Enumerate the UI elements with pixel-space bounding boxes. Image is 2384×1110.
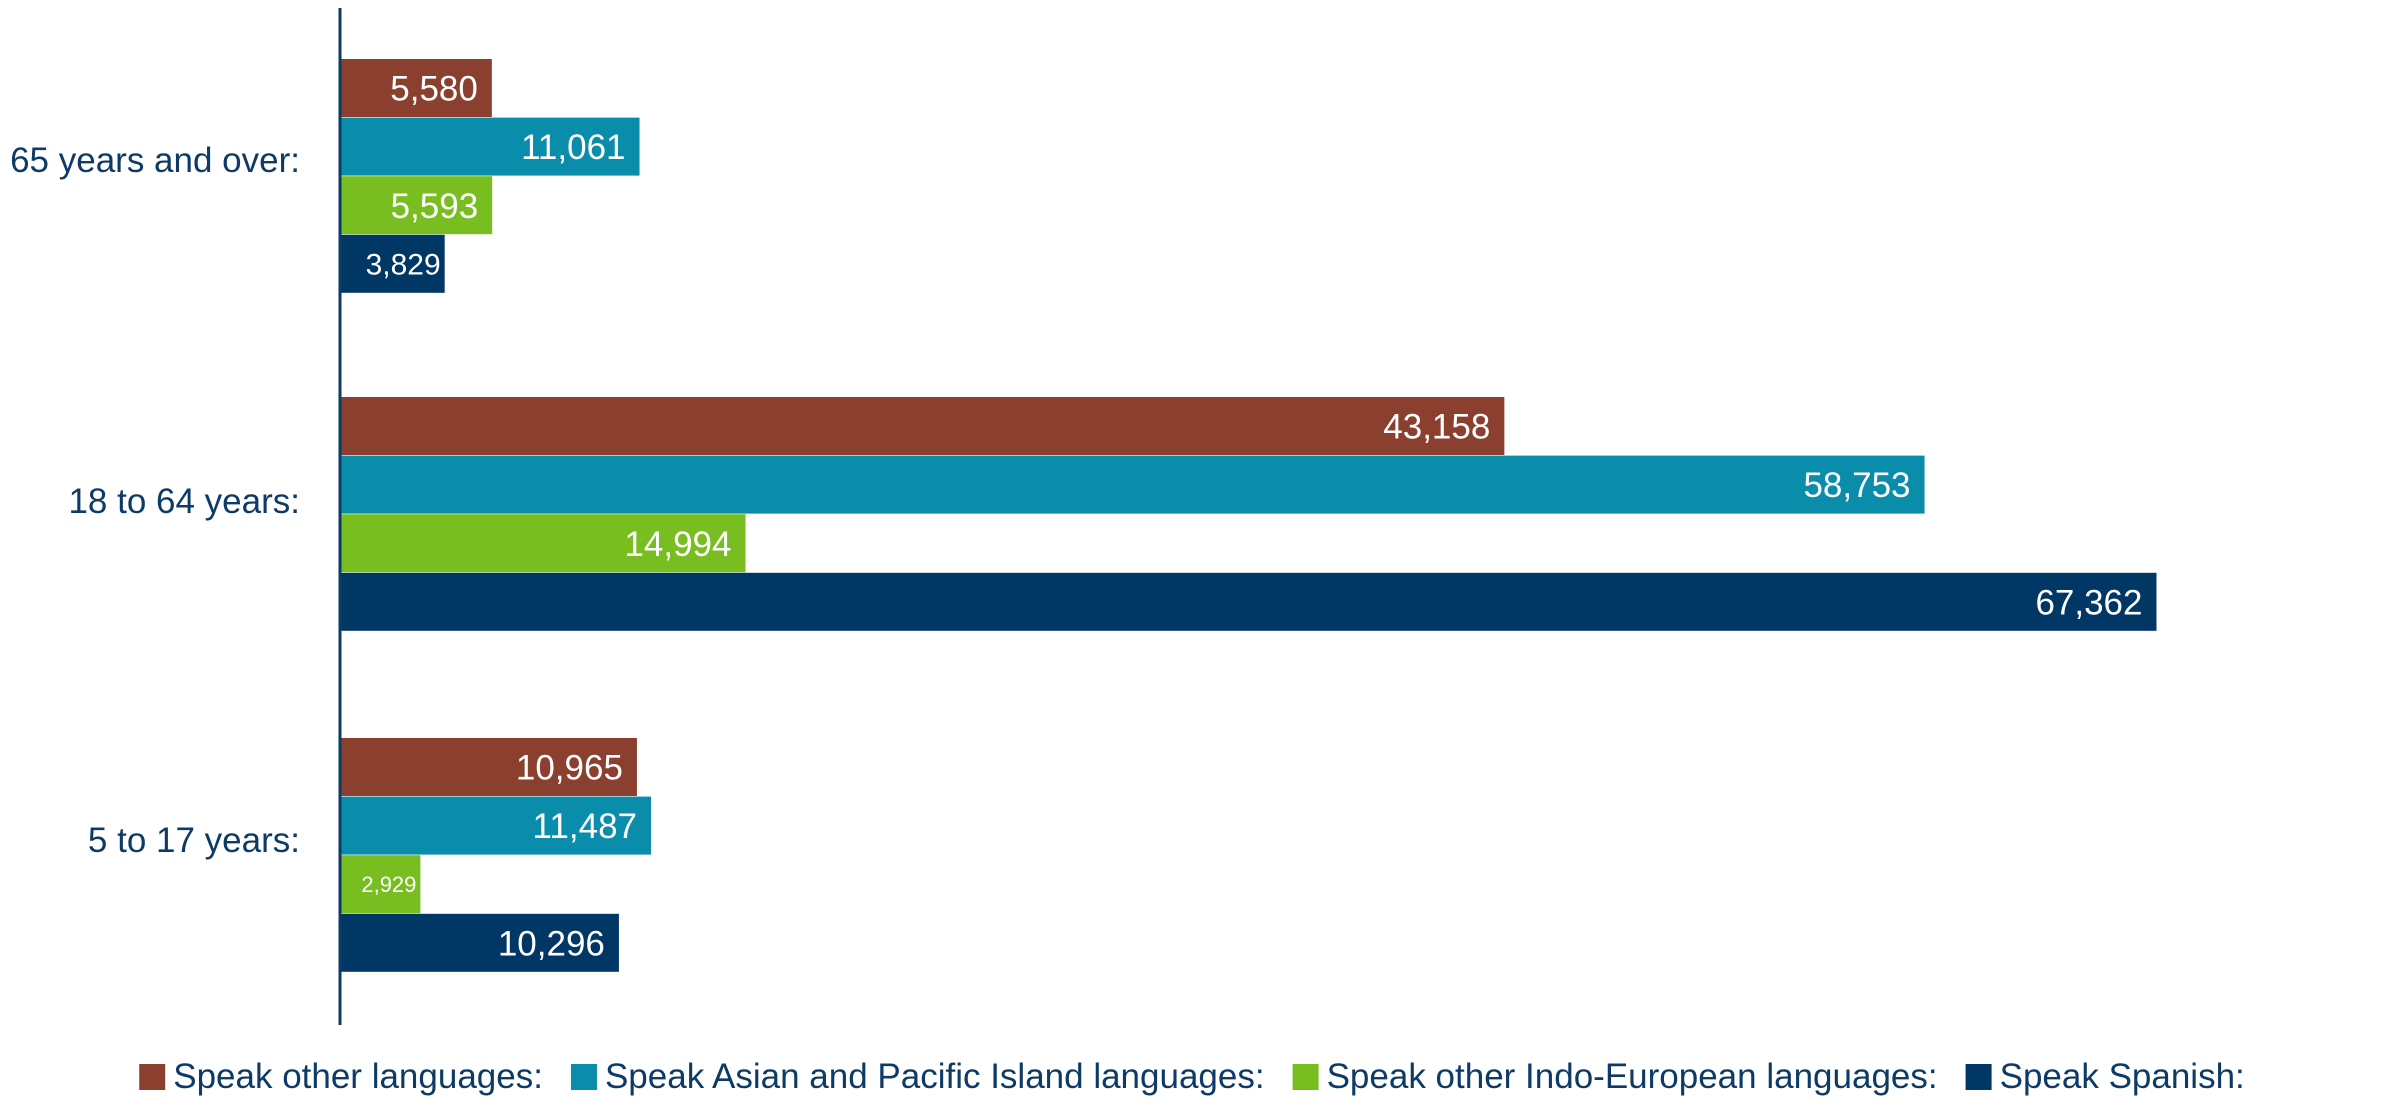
bar-2-4 [341, 572, 2157, 631]
legend-item: Speak other Indo-European languages: [1292, 1057, 1938, 1096]
bar-value-label: 5,593 [391, 187, 479, 226]
legend-swatch [1292, 1064, 1319, 1090]
bar-value-label: 43,158 [1383, 408, 1490, 447]
category-label: 65 years and over: [10, 141, 300, 180]
bar-1-1 [341, 59, 492, 117]
bar-2-3 [341, 514, 746, 573]
bar-value-label: 3,829 [366, 249, 441, 282]
bar-value-label: 2,929 [361, 872, 416, 897]
legend-swatch [139, 1064, 166, 1090]
bar-value-label: 58,753 [1803, 466, 1910, 505]
bar-value-label: 10,296 [498, 924, 605, 963]
bar-3-4 [341, 913, 619, 972]
category-label: 18 to 64 years: [68, 482, 300, 521]
legend-swatch [1965, 1064, 1992, 1090]
category-label: 5 to 17 years: [88, 821, 300, 860]
legend-swatch [570, 1064, 597, 1090]
bar-value-label: 14,994 [624, 525, 731, 564]
bar-value-label: 11,487 [533, 807, 637, 846]
legend-label: Speak Spanish: [2000, 1057, 2245, 1096]
legend-item: Speak Spanish: [1965, 1057, 2245, 1096]
bar-value-label: 10,965 [516, 749, 623, 788]
bar-2-1 [341, 397, 1505, 455]
bar-1-2 [341, 117, 640, 176]
bar-value-label: 11,061 [521, 128, 625, 167]
legend: Speak other languages: Speak Asian and Pa… [139, 1057, 2245, 1096]
bars-layer: 5,580 11,061 5,593 3,829 43,158 58,753 14,994 6… [341, 59, 2157, 972]
bar-value-label: 5,580 [390, 70, 478, 109]
bar-2-2 [341, 455, 1925, 514]
legend-item: Speak Asian and Pacific Island languages… [570, 1057, 1265, 1096]
legend-item: Speak other languages: [139, 1057, 543, 1096]
bar-value-label: 67,362 [2035, 583, 2142, 622]
legend-label: Speak Asian and Pacific Island languages… [605, 1057, 1265, 1096]
bar-1-4 [341, 234, 445, 293]
bar-3-3 [341, 855, 421, 914]
bar-3-1 [341, 738, 637, 796]
bar-3-2 [341, 796, 652, 855]
legend-label: Speak other languages: [173, 1057, 543, 1096]
category-labels: 65 years and over: 18 to 64 years: 5 to 17… [10, 141, 300, 860]
legend-label: Speak other Indo-European languages: [1327, 1057, 1938, 1096]
bar-1-3 [341, 176, 493, 235]
